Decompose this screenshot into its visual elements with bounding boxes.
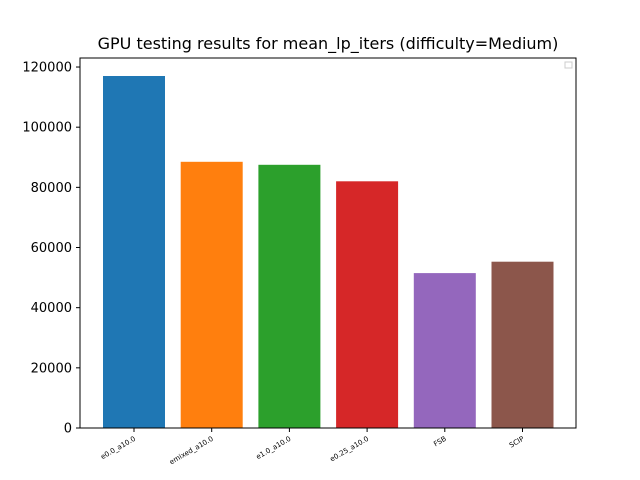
bar-FSB bbox=[413, 273, 476, 428]
y-tick-label: 80000 bbox=[31, 181, 72, 196]
y-tick-label: 60000 bbox=[31, 241, 72, 256]
x-tick-label: e0.25_a10.0 bbox=[329, 435, 370, 464]
y-tick-label: 120000 bbox=[22, 61, 72, 76]
x-tick-label: e0.0_a10.0 bbox=[99, 435, 137, 461]
legend-box bbox=[564, 61, 573, 69]
plot-frame bbox=[79, 57, 577, 429]
bar-SCIP bbox=[491, 261, 554, 428]
y-tick-label: 40000 bbox=[31, 301, 72, 316]
x-tick-label: emixed_a10.0 bbox=[168, 435, 215, 466]
bar-emixed_a10.0 bbox=[180, 161, 243, 429]
y-tick-label: 100000 bbox=[22, 121, 72, 136]
bars-group bbox=[103, 76, 554, 429]
y-tick-label: 0 bbox=[64, 422, 72, 437]
x-axis: e0.0_a10.0 emixed_a10.0 e1.0_a10.0 e0.25_a1… bbox=[99, 428, 526, 466]
bar-e0.25_a10.0 bbox=[336, 181, 399, 428]
y-axis: 0 20000 40000 60000 80000 100000 120000 bbox=[22, 61, 80, 437]
bar-e0.0_a10.0 bbox=[103, 76, 165, 428]
x-tick-label: SCIP bbox=[508, 435, 526, 450]
x-tick-label: e1.0_a10.0 bbox=[255, 435, 293, 461]
chart-title: GPU testing results for mean_lp_iters (d… bbox=[98, 34, 559, 54]
bar-e1.0_a10.0 bbox=[258, 164, 321, 429]
x-tick-label: FSB bbox=[432, 435, 448, 449]
y-tick-label: 20000 bbox=[31, 361, 72, 376]
